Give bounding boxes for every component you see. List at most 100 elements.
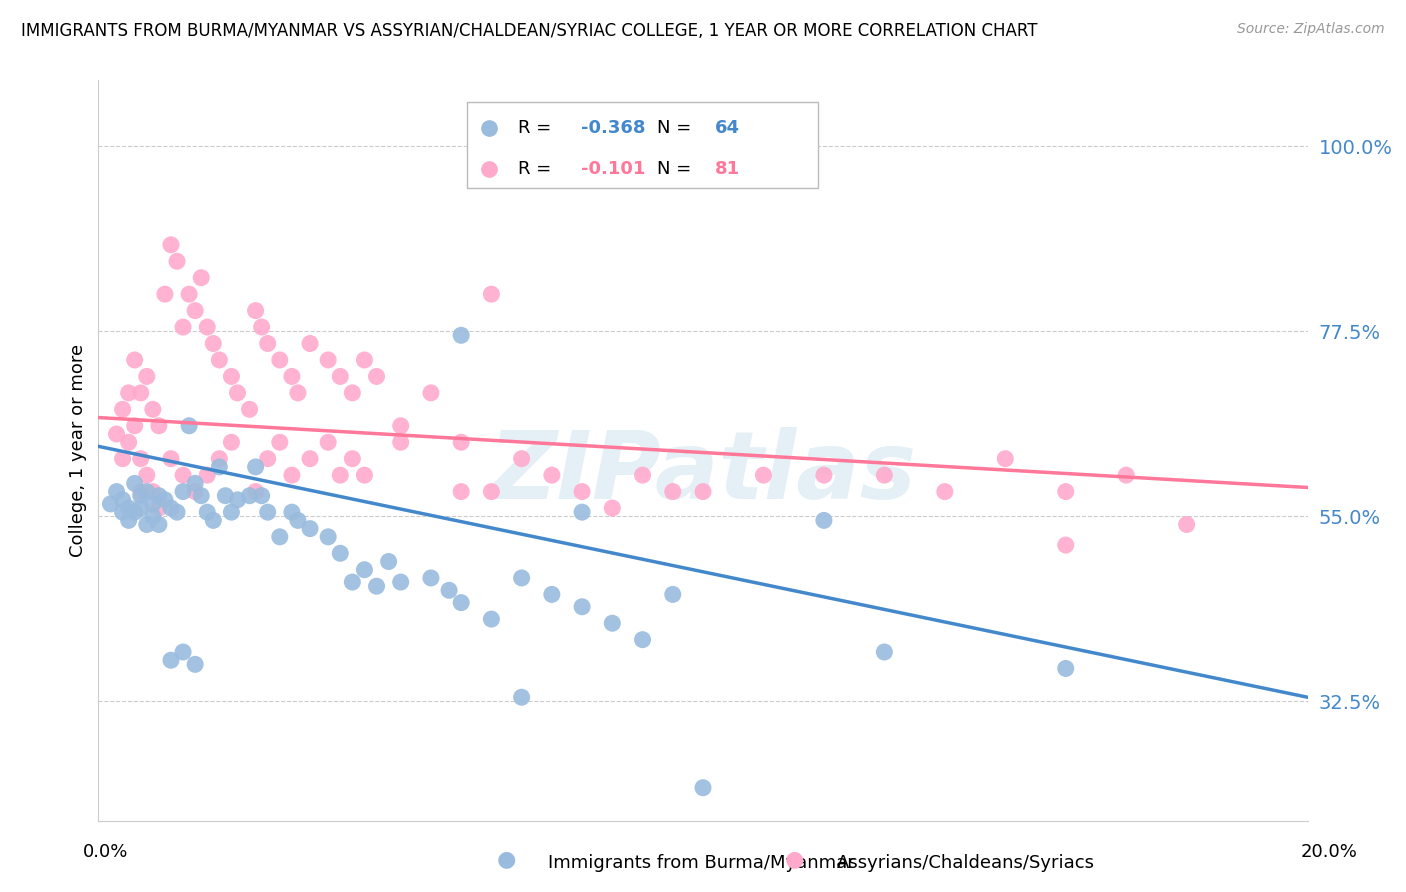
- Point: [692, 780, 714, 795]
- Point: [1054, 538, 1077, 552]
- Point: [105, 484, 128, 499]
- Point: [752, 468, 775, 483]
- Point: [602, 501, 624, 516]
- Point: [316, 435, 339, 450]
- Point: [129, 501, 152, 516]
- Point: [111, 492, 134, 507]
- Point: [148, 489, 170, 503]
- Text: ●: ●: [785, 850, 804, 870]
- Point: [166, 254, 188, 268]
- Point: [316, 530, 339, 544]
- Text: Immigrants from Burma/Myanmar: Immigrants from Burma/Myanmar: [548, 855, 855, 872]
- Point: [172, 468, 194, 483]
- Point: [129, 385, 152, 400]
- Point: [184, 657, 207, 672]
- FancyBboxPatch shape: [467, 103, 818, 187]
- Point: [389, 418, 412, 433]
- Point: [142, 484, 165, 499]
- Point: [148, 418, 170, 433]
- Text: ●: ●: [496, 850, 516, 870]
- Point: [142, 497, 165, 511]
- Point: [269, 435, 291, 450]
- Point: [153, 287, 176, 301]
- Point: [111, 505, 134, 519]
- Point: [481, 484, 503, 499]
- Point: [342, 385, 364, 400]
- Point: [129, 451, 152, 466]
- Point: [148, 501, 170, 516]
- Point: [299, 336, 322, 351]
- Point: [184, 476, 207, 491]
- Point: [118, 513, 141, 527]
- Point: [510, 571, 533, 585]
- Point: [299, 522, 322, 536]
- Point: [190, 270, 212, 285]
- Point: [281, 468, 304, 483]
- Point: [153, 492, 176, 507]
- Point: [287, 385, 309, 400]
- Text: 64: 64: [716, 119, 740, 137]
- Point: [250, 489, 273, 503]
- Point: [571, 505, 593, 519]
- Text: 81: 81: [716, 160, 740, 178]
- Point: [540, 468, 562, 483]
- Point: [540, 587, 562, 601]
- Point: [148, 517, 170, 532]
- Point: [202, 513, 225, 527]
- Point: [813, 513, 835, 527]
- Point: [631, 632, 654, 647]
- Point: [450, 435, 472, 450]
- Point: [208, 353, 231, 368]
- Point: [389, 575, 412, 590]
- Point: [366, 369, 388, 384]
- Point: [813, 468, 835, 483]
- Point: [256, 336, 278, 351]
- Point: [226, 492, 249, 507]
- Point: [142, 402, 165, 417]
- Point: [256, 505, 278, 519]
- Point: [873, 645, 896, 659]
- Point: [124, 418, 146, 433]
- Point: [256, 451, 278, 466]
- Point: [602, 616, 624, 631]
- Point: [1054, 484, 1077, 499]
- Point: [239, 489, 262, 503]
- Point: [135, 517, 157, 532]
- Point: [172, 484, 194, 499]
- Point: [342, 451, 364, 466]
- Point: [353, 353, 375, 368]
- Point: [281, 505, 304, 519]
- Point: [129, 489, 152, 503]
- Point: [269, 530, 291, 544]
- Text: ZIPatlas: ZIPatlas: [489, 426, 917, 518]
- Text: N =: N =: [657, 119, 697, 137]
- Point: [245, 484, 267, 499]
- Point: [329, 369, 352, 384]
- Point: [184, 303, 207, 318]
- Text: 20.0%: 20.0%: [1301, 843, 1357, 861]
- Point: [269, 353, 291, 368]
- Point: [135, 484, 157, 499]
- Point: [316, 353, 339, 368]
- Point: [281, 369, 304, 384]
- Point: [135, 468, 157, 483]
- Point: [481, 287, 503, 301]
- Point: [250, 320, 273, 334]
- Point: [481, 612, 503, 626]
- Point: [299, 451, 322, 466]
- Point: [208, 451, 231, 466]
- Point: [214, 489, 236, 503]
- Point: [160, 653, 183, 667]
- Point: [661, 484, 683, 499]
- Point: [226, 385, 249, 400]
- Point: [873, 468, 896, 483]
- Point: [195, 320, 218, 334]
- Point: [184, 484, 207, 499]
- Point: [329, 468, 352, 483]
- Point: [142, 509, 165, 524]
- Point: [661, 587, 683, 601]
- Point: [221, 369, 243, 384]
- Point: [1175, 517, 1198, 532]
- Point: [450, 596, 472, 610]
- Text: 0.0%: 0.0%: [83, 843, 128, 861]
